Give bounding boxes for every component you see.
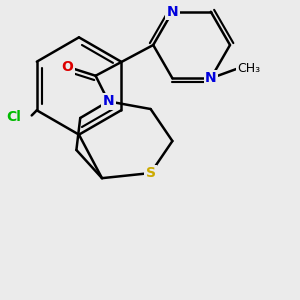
Text: Cl: Cl: [6, 110, 21, 124]
Text: N: N: [205, 71, 217, 85]
Text: N: N: [103, 94, 114, 108]
Text: CH₃: CH₃: [238, 61, 261, 74]
Text: S: S: [146, 166, 156, 180]
Text: O: O: [61, 60, 74, 74]
Text: N: N: [167, 5, 178, 19]
